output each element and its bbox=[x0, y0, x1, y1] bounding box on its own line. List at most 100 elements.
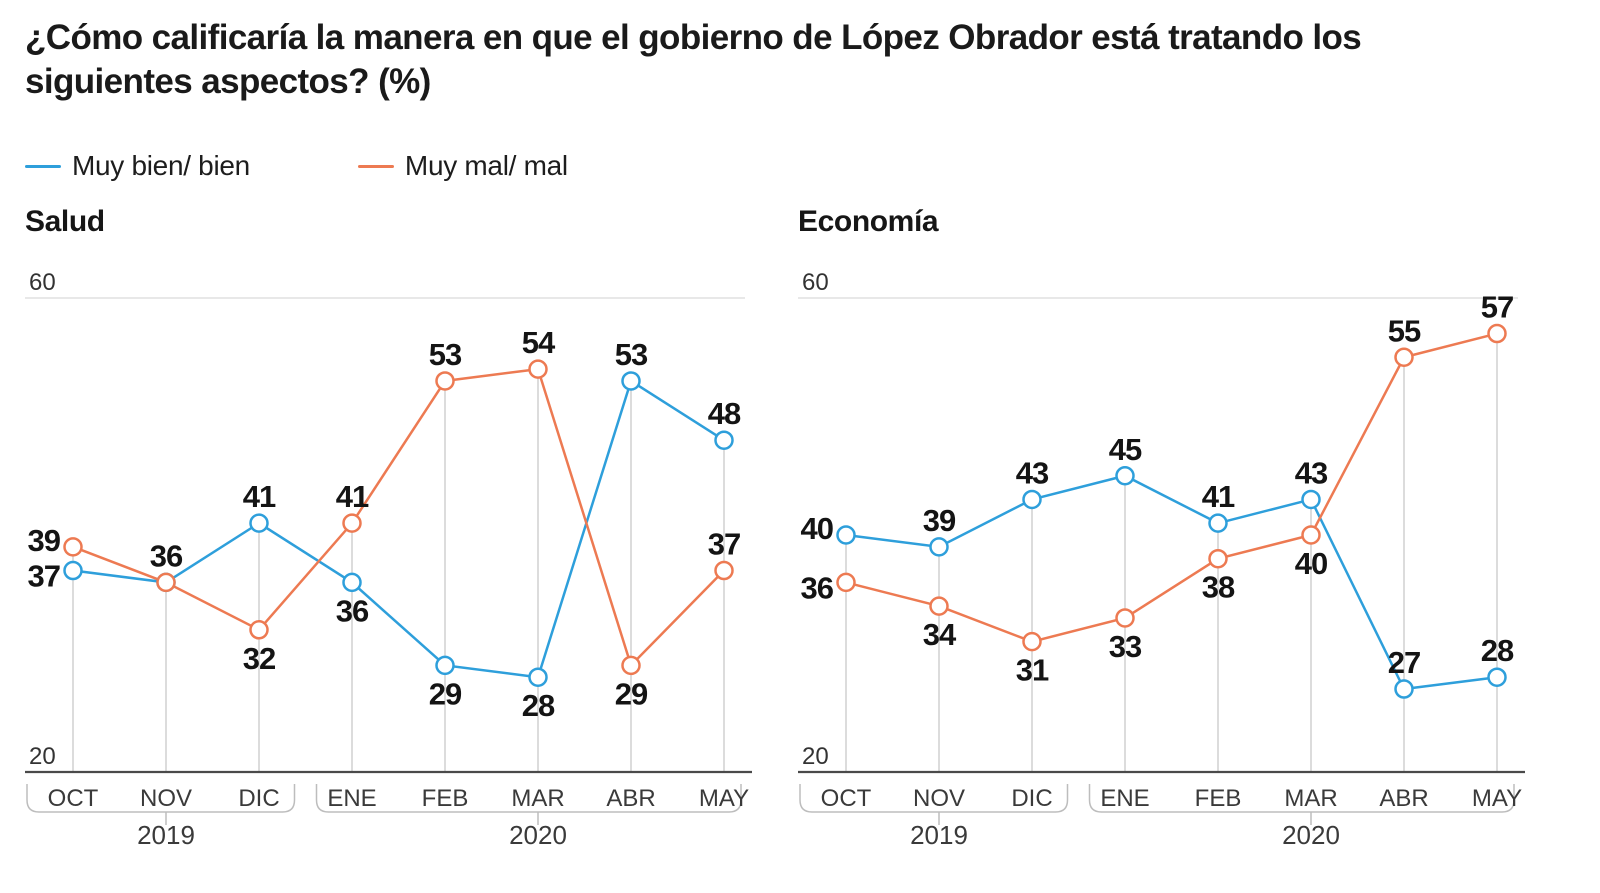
legend-line-swatch-blue bbox=[25, 164, 61, 168]
data-point-label: 36 bbox=[150, 538, 183, 573]
data-point-marker bbox=[1208, 513, 1228, 533]
legend-label: Muy mal/ mal bbox=[404, 150, 568, 181]
data-point-label: 32 bbox=[243, 641, 275, 676]
data-point-marker bbox=[621, 655, 641, 676]
data-point-label: 28 bbox=[1481, 633, 1514, 668]
data-point-label: 38 bbox=[1202, 570, 1235, 605]
data-point-marker bbox=[249, 513, 269, 533]
series-line bbox=[845, 332, 1498, 643]
page-title: ¿Cómo calificaría la manera en que el go… bbox=[25, 18, 1362, 102]
legend-label: Muy bien/ bien bbox=[72, 150, 250, 181]
data-point-marker bbox=[1487, 323, 1507, 344]
x-tick-label: DIC bbox=[238, 785, 279, 812]
data-point-label: 48 bbox=[708, 396, 741, 431]
x-tick-label: ENE bbox=[327, 785, 376, 812]
data-point-label: 55 bbox=[1388, 313, 1421, 348]
chart-title-economia: Economía bbox=[798, 205, 939, 238]
data-point-label: 53 bbox=[429, 337, 462, 372]
data-point-marker bbox=[714, 560, 734, 581]
data-point-marker bbox=[836, 525, 856, 545]
data-point-marker bbox=[1301, 525, 1321, 545]
x-tick-label: FEB bbox=[422, 785, 469, 812]
data-point-marker bbox=[621, 371, 641, 391]
data-point-label: 54 bbox=[522, 325, 556, 360]
x-tick-label: NOV bbox=[913, 785, 965, 812]
data-point-marker bbox=[528, 667, 548, 687]
data-point-marker bbox=[156, 572, 176, 593]
year-group-bracket bbox=[315, 784, 742, 813]
data-point-marker bbox=[1301, 489, 1321, 510]
salud-line-chart: 60 20 2019 2020 OCT NOV DIC ENE FEB MAR ABR MAY 37 41… bbox=[25, 269, 752, 850]
year-group-bracket bbox=[799, 784, 1069, 813]
data-point-label: 37 bbox=[28, 559, 60, 594]
data-point-marker bbox=[836, 572, 856, 593]
x-tick-label: MAR bbox=[1284, 785, 1337, 812]
data-point-label: 39 bbox=[923, 503, 956, 538]
data-point-label: 34 bbox=[923, 617, 957, 652]
legend: Muy bien/ bien Muy mal/ mal bbox=[25, 150, 568, 182]
x-tick-label: ABR bbox=[1379, 785, 1428, 812]
series-line bbox=[845, 474, 1498, 691]
data-point-marker bbox=[929, 537, 949, 557]
data-point-label: 40 bbox=[801, 511, 833, 546]
data-point-marker bbox=[1394, 679, 1414, 699]
x-tick-label: NOV bbox=[140, 785, 192, 812]
data-point-label: 53 bbox=[615, 337, 648, 372]
x-tick-label: OCT bbox=[48, 785, 99, 812]
data-point-label: 36 bbox=[801, 570, 834, 605]
data-point-label: 36 bbox=[336, 593, 369, 628]
data-point-marker bbox=[435, 371, 455, 391]
economia-line-chart: 60 20 2019 2020 OCT NOV DIC ENE FEB MAR ABR MAY 40 39… bbox=[798, 269, 1525, 850]
data-point-marker bbox=[714, 430, 734, 450]
data-point-label: 31 bbox=[1016, 653, 1049, 688]
y-tick-label-20: 20 bbox=[29, 743, 56, 770]
chart-economia: Economía 60 20 2019 2020 OCT NOV DIC ENE FEB MAR A… bbox=[798, 205, 1548, 865]
legend-item-muy-bien: Muy bien/ bien bbox=[25, 150, 250, 182]
data-point-marker bbox=[342, 572, 362, 593]
data-point-label: 43 bbox=[1295, 455, 1328, 490]
data-point-label: 33 bbox=[1109, 629, 1142, 664]
legend-item-muy-mal: Muy mal/ mal bbox=[357, 150, 568, 182]
year-label: 2020 bbox=[1282, 820, 1340, 850]
data-point-marker bbox=[1022, 489, 1042, 510]
legend-line-swatch-orange bbox=[357, 164, 394, 168]
data-point-label: 41 bbox=[243, 479, 276, 514]
chart-title-salud: Salud bbox=[25, 205, 105, 238]
x-tick-label: MAY bbox=[1472, 785, 1522, 812]
data-point-marker bbox=[63, 560, 83, 581]
data-point-marker bbox=[1115, 466, 1135, 486]
data-point-marker bbox=[1394, 347, 1414, 367]
x-tick-label: ABR bbox=[606, 785, 655, 812]
data-point-marker bbox=[528, 359, 548, 379]
data-point-marker bbox=[435, 655, 455, 676]
series-line bbox=[72, 379, 725, 679]
y-tick-label-20: 20 bbox=[802, 743, 829, 770]
data-point-label: 37 bbox=[708, 527, 740, 562]
x-tick-label: MAY bbox=[699, 785, 749, 812]
year-label: 2020 bbox=[509, 820, 567, 850]
data-point-marker bbox=[249, 620, 269, 640]
data-point-label: 43 bbox=[1016, 455, 1049, 490]
x-tick-label: OCT bbox=[821, 785, 872, 812]
data-point-label: 39 bbox=[28, 523, 61, 558]
x-tick-label: DIC bbox=[1011, 785, 1052, 812]
x-tick-label: MAR bbox=[511, 785, 564, 812]
data-point-label: 27 bbox=[1388, 645, 1420, 680]
data-point-label: 29 bbox=[429, 676, 462, 711]
x-tick-label: ENE bbox=[1100, 785, 1149, 812]
data-point-label: 45 bbox=[1109, 432, 1142, 467]
data-point-marker bbox=[1022, 631, 1042, 652]
chart-salud: Salud 60 20 2019 2020 OCT NOV DIC ENE FEB MAR ABR M… bbox=[25, 205, 775, 865]
y-tick-label-60: 60 bbox=[29, 269, 56, 296]
year-group-bracket bbox=[26, 784, 296, 813]
year-label: 2019 bbox=[910, 820, 968, 850]
data-point-marker bbox=[1115, 608, 1135, 628]
data-point-marker bbox=[1487, 667, 1507, 687]
data-point-label: 29 bbox=[615, 676, 648, 711]
data-point-label: 28 bbox=[522, 688, 555, 723]
data-point-label: 41 bbox=[1202, 479, 1235, 514]
data-point-marker bbox=[63, 537, 83, 557]
y-tick-label-60: 60 bbox=[802, 269, 829, 296]
year-group-bracket bbox=[1088, 784, 1515, 813]
